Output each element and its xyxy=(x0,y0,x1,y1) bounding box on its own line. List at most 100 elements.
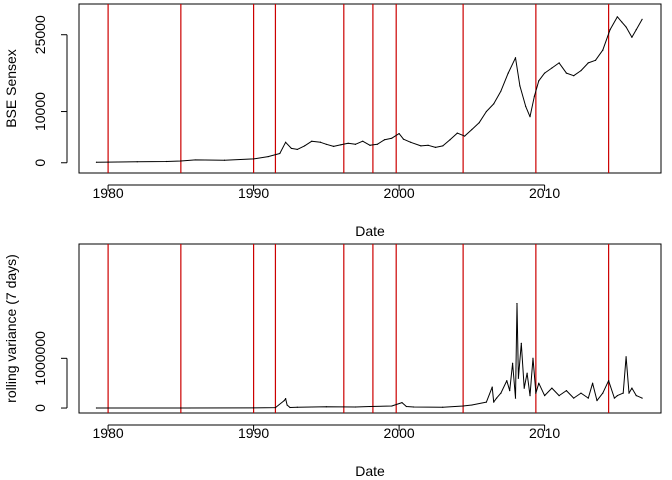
data-point xyxy=(573,75,575,77)
data-point xyxy=(535,392,537,394)
sensex-panel: 1980 1990 2000 2010 0 10000 25000 Date BSE Sense… xyxy=(3,3,662,239)
data-point xyxy=(296,406,298,408)
data-point xyxy=(516,303,518,305)
data-point xyxy=(509,390,511,392)
data-point xyxy=(538,382,540,384)
data-point xyxy=(596,399,598,402)
data-point xyxy=(285,141,287,143)
data-point xyxy=(485,401,487,403)
data-point xyxy=(347,142,349,144)
data-point xyxy=(253,158,255,160)
data-point xyxy=(471,128,473,131)
data-point xyxy=(587,62,589,64)
data-point xyxy=(580,69,582,72)
data-point xyxy=(609,29,611,31)
data-point xyxy=(565,390,568,392)
data-point xyxy=(319,141,322,143)
data-point xyxy=(398,132,400,135)
data-point xyxy=(369,144,371,146)
data-point xyxy=(449,139,451,141)
data-point xyxy=(303,145,306,147)
data-point xyxy=(340,144,342,146)
data-point xyxy=(558,62,560,64)
data-point xyxy=(495,397,498,399)
data-point xyxy=(311,140,313,142)
data-point xyxy=(180,407,182,409)
data-point xyxy=(602,392,604,394)
data-point xyxy=(613,397,616,399)
data-point xyxy=(456,132,458,134)
data-point xyxy=(565,72,568,74)
data-point xyxy=(625,356,627,358)
data-point xyxy=(544,72,546,74)
data-point xyxy=(616,16,618,18)
data-point xyxy=(529,395,531,397)
data-point xyxy=(635,29,637,31)
data-point xyxy=(376,143,378,145)
data-point xyxy=(622,392,624,394)
data-point xyxy=(592,382,594,384)
data-point xyxy=(514,397,517,399)
series-line-0 xyxy=(96,16,643,163)
data-point xyxy=(279,152,281,155)
data-point xyxy=(391,137,393,139)
data-point xyxy=(506,380,508,382)
data-point xyxy=(434,146,437,148)
variance-panel: 1980 1990 2000 2010 0 1000000 Date rolling vari… xyxy=(3,243,662,479)
data-point xyxy=(485,110,487,113)
data-point xyxy=(635,395,637,397)
data-point xyxy=(362,140,364,142)
x-tick-label: 1980 xyxy=(93,185,124,201)
data-point xyxy=(420,145,422,147)
data-point xyxy=(551,387,553,389)
data-point xyxy=(631,387,633,389)
data-point xyxy=(410,141,412,143)
data-point xyxy=(296,148,298,151)
data-point xyxy=(354,406,357,408)
data-point xyxy=(529,116,531,118)
data-point xyxy=(286,404,288,406)
data-point xyxy=(493,401,495,403)
series-line-0 xyxy=(96,303,643,409)
data-point xyxy=(325,143,327,145)
data-point xyxy=(383,139,386,141)
x-tick-label: 2000 xyxy=(384,425,415,441)
x-tick-label: 1980 xyxy=(93,425,124,441)
x-tick-label: 2000 xyxy=(384,185,415,201)
data-point xyxy=(107,161,109,163)
data-point xyxy=(532,357,534,359)
data-point xyxy=(517,377,520,379)
data-point xyxy=(285,397,287,400)
x-axis-label: Date xyxy=(355,223,385,239)
x-tick-label: 1990 xyxy=(238,185,269,201)
data-point xyxy=(544,395,546,397)
y-tick-label: 1000000 xyxy=(32,331,48,386)
data-point xyxy=(289,406,291,409)
data-point xyxy=(514,57,517,59)
data-point xyxy=(290,147,293,150)
data-point xyxy=(478,122,480,124)
data-point xyxy=(180,160,182,162)
data-point xyxy=(491,386,493,388)
data-point xyxy=(519,85,521,87)
data-point xyxy=(625,26,627,28)
data-point xyxy=(525,105,527,108)
data-point xyxy=(526,372,528,374)
plot-frame xyxy=(78,3,662,174)
plot-frame xyxy=(78,243,662,414)
data-point xyxy=(194,159,196,161)
data-point xyxy=(354,143,357,145)
data-point xyxy=(463,135,466,137)
data-point xyxy=(511,362,514,364)
data-point xyxy=(616,395,618,397)
data-point xyxy=(462,405,464,407)
data-point xyxy=(402,138,405,140)
data-point xyxy=(608,380,610,382)
y-axis-label: BSE Sensex xyxy=(3,49,19,128)
data-point xyxy=(580,392,582,394)
data-point xyxy=(533,95,536,97)
data-point xyxy=(333,145,335,147)
y-tick-label: 10000 xyxy=(32,92,48,131)
data-point xyxy=(325,406,327,408)
